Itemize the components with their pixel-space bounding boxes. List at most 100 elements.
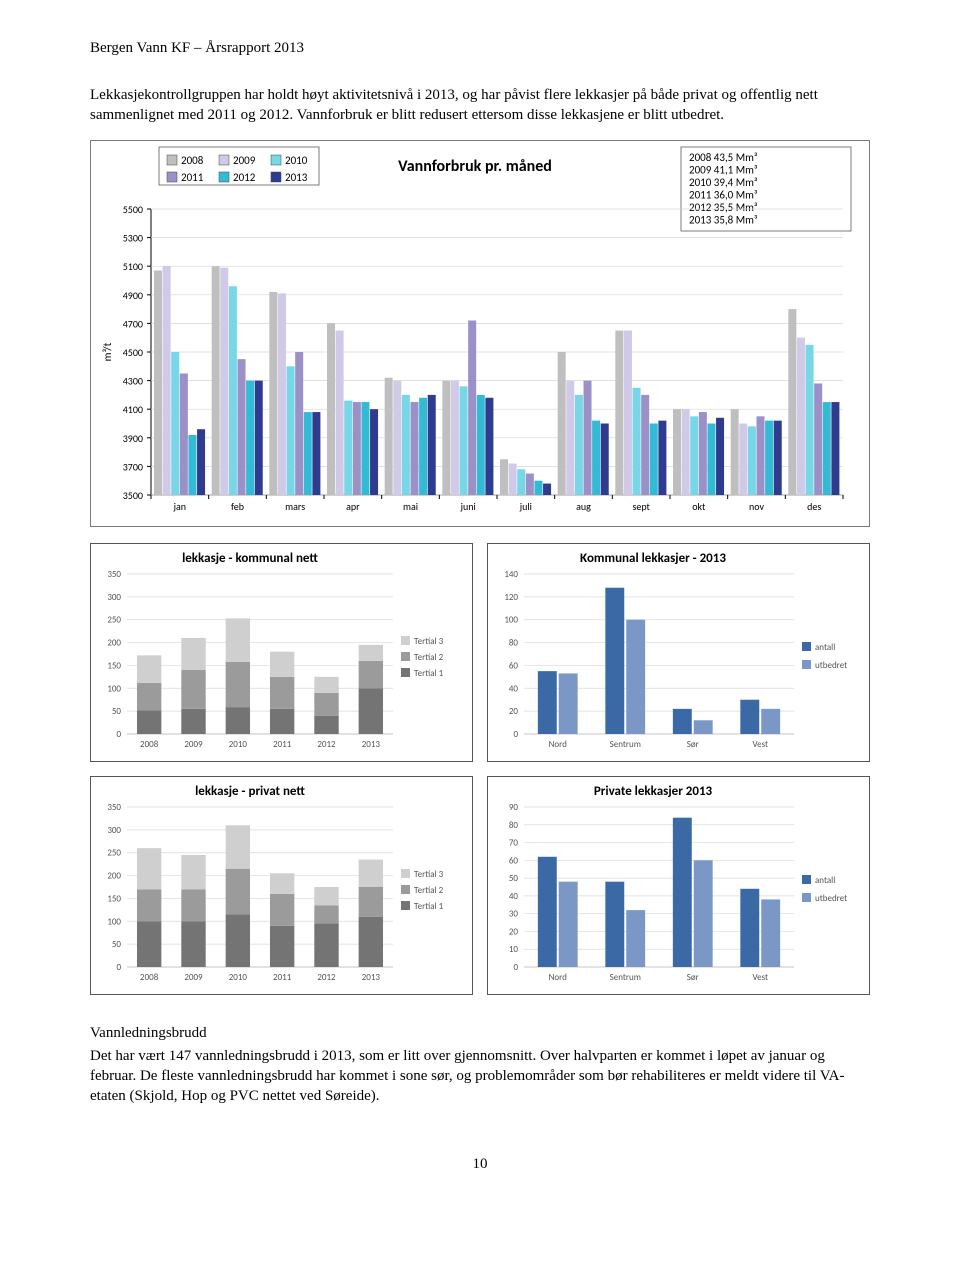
svg-text:50: 50	[509, 873, 519, 884]
page-header: Bergen Vann KF – Årsrapport 2013	[90, 40, 870, 57]
svg-text:aug: aug	[576, 500, 591, 513]
svg-text:2010: 2010	[229, 972, 248, 983]
svg-text:200: 200	[107, 637, 121, 648]
svg-text:utbedret: utbedret	[815, 893, 847, 904]
svg-text:nov: nov	[749, 500, 764, 513]
svg-text:4500: 4500	[123, 346, 143, 359]
svg-text:140: 140	[504, 569, 518, 580]
svg-text:250: 250	[107, 614, 121, 625]
svg-text:150: 150	[107, 893, 121, 904]
svg-text:2009: 2009	[184, 739, 203, 750]
kommunal-2013-chart: Kommunal lekkasjer - 2013020406080100120…	[487, 543, 870, 762]
svg-text:Nord: Nord	[549, 972, 568, 983]
svg-text:250: 250	[107, 847, 121, 858]
svg-text:100: 100	[107, 683, 121, 694]
svg-text:2012 35,5 Mm³: 2012 35,5 Mm³	[689, 201, 758, 214]
svg-text:Tertial 3: Tertial 3	[414, 636, 444, 647]
svg-text:50: 50	[112, 706, 122, 717]
svg-text:5300: 5300	[123, 231, 143, 244]
svg-text:50: 50	[112, 939, 122, 950]
svg-text:2013: 2013	[285, 171, 308, 184]
svg-text:2008: 2008	[140, 739, 159, 750]
svg-text:sept: sept	[632, 500, 650, 513]
svg-text:2013 35,8 Mm³: 2013 35,8 Mm³	[689, 213, 758, 226]
svg-text:3500: 3500	[123, 489, 143, 502]
svg-text:60: 60	[509, 855, 519, 866]
intro-paragraph: Lekkasjekontrollgruppen har holdt høyt a…	[90, 85, 870, 126]
svg-text:apr: apr	[346, 500, 360, 513]
svg-text:mai: mai	[403, 500, 418, 513]
svg-text:Tertial 3: Tertial 3	[414, 869, 444, 880]
svg-text:Vest: Vest	[752, 972, 768, 983]
svg-text:2011: 2011	[273, 739, 292, 750]
svg-text:lekkasje - privat nett: lekkasje - privat nett	[195, 784, 305, 799]
svg-text:40: 40	[509, 890, 519, 901]
svg-text:4300: 4300	[123, 374, 143, 387]
svg-text:Sør: Sør	[687, 739, 699, 750]
svg-text:120: 120	[504, 591, 518, 602]
svg-text:Sør: Sør	[687, 972, 699, 983]
svg-text:feb: feb	[231, 500, 244, 513]
svg-text:2008 43,5 Mm³: 2008 43,5 Mm³	[689, 151, 758, 164]
svg-text:okt: okt	[692, 500, 706, 513]
svg-text:0: 0	[513, 962, 518, 973]
svg-text:20: 20	[509, 706, 519, 717]
svg-text:2010 39,4 Mm³: 2010 39,4 Mm³	[689, 176, 758, 189]
svg-text:100: 100	[504, 614, 518, 625]
svg-text:40: 40	[509, 683, 519, 694]
svg-text:2008: 2008	[140, 972, 159, 983]
vannledningsbrudd-paragraph: Det har vært 147 vannledningsbrudd i 201…	[90, 1046, 870, 1107]
svg-text:300: 300	[107, 824, 121, 835]
svg-text:90: 90	[509, 802, 519, 813]
svg-text:2011: 2011	[181, 171, 204, 184]
svg-text:5100: 5100	[123, 260, 143, 273]
svg-text:2012: 2012	[317, 739, 336, 750]
svg-text:Nord: Nord	[549, 739, 568, 750]
svg-text:jan: jan	[173, 500, 186, 513]
section-title-vannledningsbrudd: Vannledningsbrudd	[90, 1025, 870, 1042]
svg-text:300: 300	[107, 591, 121, 602]
svg-text:Sentrum: Sentrum	[610, 972, 641, 983]
svg-text:m³/t: m³/t	[101, 342, 114, 361]
svg-text:3900: 3900	[123, 431, 143, 444]
svg-text:150: 150	[107, 660, 121, 671]
svg-text:2010: 2010	[285, 154, 308, 167]
svg-text:2013: 2013	[362, 739, 381, 750]
svg-text:Tertial 1: Tertial 1	[414, 901, 444, 912]
svg-text:juli: juli	[519, 500, 532, 513]
svg-text:Tertial 2: Tertial 2	[414, 652, 444, 663]
svg-text:Tertial 2: Tertial 2	[414, 885, 444, 896]
svg-text:lekkasje - kommunal nett: lekkasje - kommunal nett	[182, 551, 318, 566]
svg-text:3700: 3700	[123, 460, 143, 473]
svg-text:Private lekkasjer 2013: Private lekkasjer 2013	[594, 784, 713, 799]
svg-text:2012: 2012	[233, 171, 256, 184]
svg-text:2013: 2013	[362, 972, 381, 983]
svg-text:100: 100	[107, 916, 121, 927]
svg-text:2010: 2010	[229, 739, 248, 750]
svg-text:Vest: Vest	[752, 739, 768, 750]
svg-text:0: 0	[116, 729, 121, 740]
svg-text:4700: 4700	[123, 317, 143, 330]
lekkasje-kommunal-chart: lekkasje - kommunal nett 0 50 100 150 200 250 3…	[90, 543, 473, 762]
svg-text:2009: 2009	[233, 154, 256, 167]
svg-text:antall: antall	[815, 875, 835, 886]
lekkasje-privat-chart: lekkasje - privat nett 0 50 100 150 200 250 300…	[90, 776, 473, 995]
svg-text:Tertial 1: Tertial 1	[414, 668, 444, 679]
svg-text:0: 0	[513, 729, 518, 740]
svg-text:2011 36,0 Mm³: 2011 36,0 Mm³	[689, 188, 758, 201]
svg-text:20: 20	[509, 926, 519, 937]
svg-text:juni: juni	[460, 500, 476, 513]
svg-text:2011: 2011	[273, 972, 292, 983]
svg-text:2009: 2009	[184, 972, 203, 983]
svg-text:200: 200	[107, 870, 121, 881]
svg-text:2009 41,1 Mm³: 2009 41,1 Mm³	[689, 163, 758, 176]
svg-text:des: des	[807, 500, 821, 513]
private-2013-chart: Private lekkasjer 2013010203040506070809…	[487, 776, 870, 995]
svg-text:0: 0	[116, 962, 121, 973]
vannforbruk-chart: 200820092010201120122013Vannforbruk pr. …	[90, 140, 870, 527]
svg-text:60: 60	[509, 660, 519, 671]
svg-text:Vannforbruk pr. måned: Vannforbruk pr. måned	[398, 157, 552, 176]
svg-text:80: 80	[509, 819, 519, 830]
page-number: 10	[90, 1156, 870, 1173]
svg-text:4900: 4900	[123, 288, 143, 301]
